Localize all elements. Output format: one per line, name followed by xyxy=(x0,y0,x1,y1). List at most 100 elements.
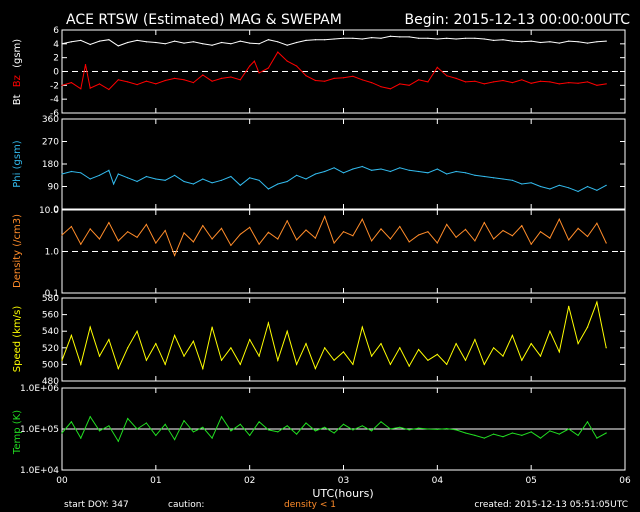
data-point-density xyxy=(371,240,373,242)
data-point-temp xyxy=(568,428,570,430)
data-point-phi xyxy=(155,178,157,180)
data-point-density xyxy=(192,241,194,243)
data-point-bt xyxy=(436,38,438,40)
data-point-density xyxy=(446,223,448,225)
density-ylabel: Density (/cm3) xyxy=(12,214,23,288)
data-point-bz xyxy=(361,79,363,81)
data-point-bz xyxy=(183,79,185,81)
data-point-bt xyxy=(389,35,391,37)
data-point-bt xyxy=(211,44,213,46)
data-point-speed xyxy=(220,359,223,361)
data-point-bz xyxy=(127,81,129,83)
data-point-speed xyxy=(174,334,176,336)
data-point-phi xyxy=(342,172,345,174)
data-point-speed xyxy=(371,355,373,357)
data-point-speed xyxy=(258,355,260,357)
data-point-temp xyxy=(455,429,457,431)
density-caution: density < 1 xyxy=(284,500,336,510)
data-point-bz xyxy=(174,77,176,79)
data-point-speed xyxy=(596,301,598,303)
data-point-bz xyxy=(549,81,551,83)
data-point-speed xyxy=(352,363,354,365)
data-point-speed xyxy=(530,343,532,345)
data-point-phi xyxy=(371,169,373,171)
data-point-bt xyxy=(70,41,72,43)
data-point-phi xyxy=(324,170,326,173)
data-point-temp xyxy=(352,429,354,431)
data-point-speed xyxy=(183,355,185,357)
data-point-temp xyxy=(483,437,485,439)
data-point-speed xyxy=(539,355,542,357)
data-point-speed xyxy=(239,363,241,365)
data-point-density xyxy=(408,241,410,243)
y-tick-label-temp: 1.0E+06 xyxy=(20,384,59,394)
data-point-temp xyxy=(493,433,495,435)
data-point-bt xyxy=(89,43,91,46)
data-point-density xyxy=(530,243,532,245)
data-point-speed xyxy=(98,355,101,357)
data-point-speed xyxy=(605,347,607,349)
data-point-density xyxy=(502,229,504,232)
data-point-speed xyxy=(521,359,523,361)
data-point-bz xyxy=(98,83,101,85)
data-point-temp xyxy=(577,434,579,436)
data-point-phi xyxy=(389,170,391,173)
y-tick-label-density: 1.0 xyxy=(45,248,60,258)
data-point-bz xyxy=(155,83,157,85)
data-point-density xyxy=(352,235,354,237)
data-point-speed xyxy=(511,334,513,336)
data-point-bz xyxy=(455,77,457,79)
data-point-bz xyxy=(230,76,232,78)
data-point-phi xyxy=(530,182,532,184)
data-point-temp xyxy=(549,430,551,432)
panel-frame-speed xyxy=(61,297,626,382)
data-point-phi xyxy=(549,188,551,190)
data-point-phi xyxy=(464,172,467,174)
data-point-bz xyxy=(164,79,166,82)
data-point-speed xyxy=(361,326,363,328)
data-point-bz xyxy=(239,79,241,81)
data-point-phi xyxy=(258,179,260,181)
temp-ylabel: Temp (K) xyxy=(12,410,23,455)
data-point-speed xyxy=(483,363,485,365)
data-point-phi xyxy=(174,174,176,176)
data-point-temp xyxy=(136,428,138,430)
data-point-phi xyxy=(483,175,485,178)
data-point-speed xyxy=(117,368,119,370)
data-point-speed xyxy=(314,368,316,370)
data-point-bt xyxy=(136,39,138,42)
data-point-bt xyxy=(174,40,176,42)
data-point-speed xyxy=(502,355,504,357)
data-point-phi xyxy=(61,173,63,175)
data-point-bz xyxy=(577,82,579,84)
data-point-temp xyxy=(408,429,410,431)
data-point-bz xyxy=(483,83,485,85)
data-point-bz xyxy=(568,82,570,84)
data-point-density xyxy=(427,231,429,233)
data-point-phi xyxy=(80,172,82,174)
data-point-speed xyxy=(164,363,166,365)
data-point-density xyxy=(220,227,223,229)
data-point-bz xyxy=(464,81,467,83)
data-point-phi xyxy=(333,167,335,169)
data-point-phi xyxy=(380,168,382,170)
data-point-speed xyxy=(399,347,401,349)
data-point-bt xyxy=(408,36,410,38)
data-point-density xyxy=(183,232,185,234)
data-point-density xyxy=(286,220,288,222)
data-point-phi xyxy=(568,187,570,189)
data-point-bz xyxy=(296,65,298,67)
data-point-bz xyxy=(314,79,316,82)
data-point-density xyxy=(549,237,551,239)
data-point-bz xyxy=(418,79,420,81)
data-point-bz xyxy=(474,80,476,82)
data-point-density xyxy=(117,240,119,242)
data-point-temp xyxy=(202,426,204,428)
data-point-bz xyxy=(605,83,607,85)
data-point-phi xyxy=(127,177,129,179)
data-point-density xyxy=(521,225,523,227)
data-point-bt xyxy=(361,38,363,40)
data-point-bt xyxy=(596,41,598,43)
y-tick-label-temp: 1.0E+05 xyxy=(20,425,59,435)
data-point-bt xyxy=(511,40,513,42)
